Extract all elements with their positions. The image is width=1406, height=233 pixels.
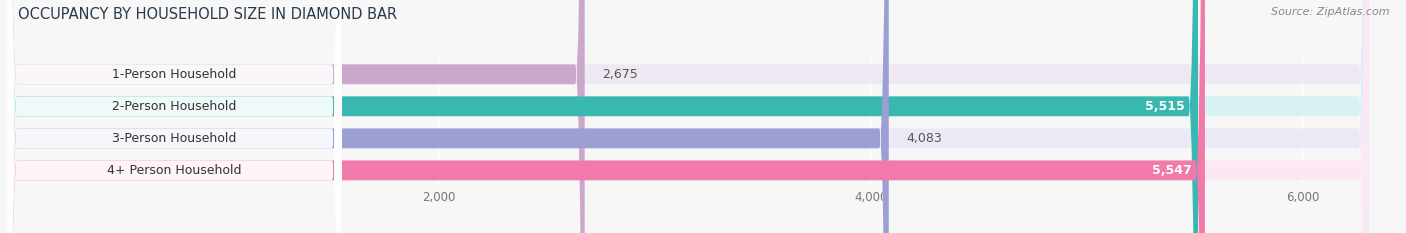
FancyBboxPatch shape — [7, 0, 1368, 233]
Text: 4+ Person Household: 4+ Person Household — [107, 164, 242, 177]
FancyBboxPatch shape — [7, 0, 1368, 233]
Text: 1-Person Household: 1-Person Household — [112, 68, 236, 81]
FancyBboxPatch shape — [7, 0, 1205, 233]
FancyBboxPatch shape — [7, 0, 1198, 233]
Text: Source: ZipAtlas.com: Source: ZipAtlas.com — [1271, 7, 1389, 17]
FancyBboxPatch shape — [7, 0, 342, 233]
FancyBboxPatch shape — [7, 0, 342, 233]
FancyBboxPatch shape — [7, 0, 342, 233]
FancyBboxPatch shape — [7, 0, 342, 233]
Text: 5,547: 5,547 — [1152, 164, 1192, 177]
Text: 2,675: 2,675 — [602, 68, 638, 81]
FancyBboxPatch shape — [7, 0, 1368, 233]
FancyBboxPatch shape — [7, 0, 889, 233]
FancyBboxPatch shape — [7, 0, 1368, 233]
Text: 3-Person Household: 3-Person Household — [112, 132, 236, 145]
FancyBboxPatch shape — [7, 0, 585, 233]
Text: OCCUPANCY BY HOUSEHOLD SIZE IN DIAMOND BAR: OCCUPANCY BY HOUSEHOLD SIZE IN DIAMOND B… — [18, 7, 398, 22]
Text: 5,515: 5,515 — [1146, 100, 1185, 113]
Text: 4,083: 4,083 — [905, 132, 942, 145]
Text: 2-Person Household: 2-Person Household — [112, 100, 236, 113]
